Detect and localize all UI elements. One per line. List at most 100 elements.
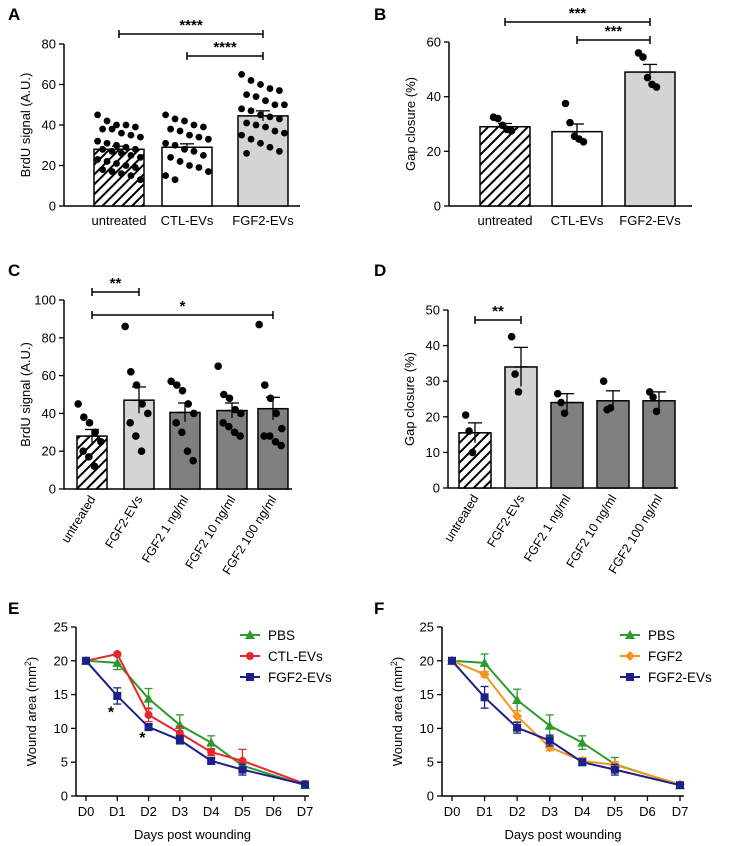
x-tick-label-f: D7 [672, 804, 689, 819]
data-point-c [278, 424, 286, 433]
y-tick-label-e: 10 [54, 721, 68, 736]
y-tick-label-d: 10 [426, 445, 440, 460]
data-marker-e [113, 650, 122, 659]
data-point-b [579, 137, 588, 146]
data-point-d [465, 427, 473, 435]
data-point-a [190, 121, 198, 129]
x-tick-label-e: D6 [265, 804, 282, 819]
data-point-a [171, 176, 179, 184]
y-tick-label-d: 50 [426, 303, 440, 318]
data-point-c [178, 428, 186, 437]
data-point-a [205, 168, 212, 175]
category-label-a: untreated [92, 213, 147, 228]
data-point-a [122, 162, 130, 169]
data-marker-e [112, 657, 123, 667]
data-point-a [162, 172, 170, 180]
data-point-a [127, 172, 135, 180]
data-marker-e [207, 756, 216, 765]
data-marker-e [207, 748, 216, 757]
significance-label-a: **** [213, 39, 237, 56]
y-tick-label-e: 25 [54, 620, 68, 635]
data-marker-f [512, 695, 523, 705]
data-marker-e [246, 673, 254, 681]
data-point-c [260, 432, 268, 440]
data-point-c [236, 432, 244, 440]
bar-a [93, 148, 145, 207]
data-point-a [118, 149, 125, 157]
data-point-a [118, 129, 125, 137]
data-point-a [99, 125, 106, 133]
significance-label-b: *** [569, 5, 587, 22]
data-point-a [127, 131, 135, 139]
data-point-d [468, 448, 477, 457]
data-point-a [171, 115, 179, 123]
y-tick-label-a: 60 [42, 77, 56, 92]
data-point-a [252, 93, 260, 101]
data-point-c [184, 400, 192, 408]
x-tick-label-e: D2 [140, 804, 157, 819]
data-point-c [137, 447, 146, 456]
data-point-c [90, 462, 99, 471]
data-marker-f [479, 657, 490, 667]
category-label-c: FGF2 1 ng/ml [139, 493, 191, 565]
x-tick-label-f: D3 [541, 804, 558, 819]
x-tick-label-f: D5 [607, 804, 624, 819]
data-point-a [181, 117, 188, 125]
y-tick-label-f: 20 [420, 653, 434, 668]
x-tick-label-f: D2 [509, 804, 526, 819]
x-axis-label-e: Days post wounding [134, 827, 251, 842]
significance-label-e: * [139, 730, 146, 747]
data-marker-e [206, 737, 217, 747]
data-point-a [243, 119, 251, 127]
data-point-b [639, 53, 647, 61]
category-label-d: FGF2-EVs [484, 492, 527, 549]
data-point-d [507, 332, 516, 341]
y-axis-label-c: BrdU signal (A.U.) [18, 342, 33, 447]
y-axis-label-d: Gap closure (%) [402, 352, 417, 446]
y-axis-label-end-e: ) [24, 657, 39, 661]
panel-letter-b: B [374, 5, 386, 24]
x-tick-label-f: D0 [444, 804, 461, 819]
data-point-a [266, 113, 274, 121]
data-marker-f [544, 742, 555, 753]
y-tick-label-b: 20 [427, 144, 441, 159]
y-axis-label-f: Wound area (mm2) [389, 657, 405, 767]
y-tick-label-b: 40 [427, 89, 441, 104]
data-marker-f [512, 711, 523, 722]
data-point-a [137, 176, 144, 184]
y-tick-label-e: 0 [61, 789, 68, 804]
data-point-a [266, 85, 274, 92]
x-tick-label-e: D7 [297, 804, 314, 819]
y-tick-label-c: 0 [49, 482, 56, 497]
data-point-a [137, 154, 144, 161]
data-point-a [266, 143, 274, 151]
data-point-a [257, 81, 264, 88]
category-label-d: untreated [442, 492, 482, 544]
data-point-a [247, 77, 255, 84]
series-line-f [451, 659, 681, 786]
y-tick-label-f: 0 [427, 789, 434, 804]
data-point-a [262, 97, 269, 105]
significance-label-c: ** [110, 275, 122, 292]
data-point-a [122, 121, 130, 129]
series-line-f [451, 660, 681, 787]
data-point-c [272, 409, 280, 418]
y-tick-label-b: 60 [427, 35, 441, 50]
data-marker-e [238, 756, 247, 765]
data-point-a [271, 127, 279, 135]
data-marker-e [143, 693, 154, 703]
data-point-c [85, 419, 94, 427]
x-tick-label-e: D5 [234, 804, 251, 819]
y-tick-label-f: 10 [420, 721, 434, 736]
y-tick-label-a: 20 [42, 158, 56, 173]
data-point-d [553, 389, 562, 398]
data-point-a [94, 111, 101, 119]
data-point-c [225, 422, 233, 431]
data-marker-e [144, 723, 153, 732]
significance-label-a: **** [179, 17, 203, 34]
data-point-c [80, 413, 88, 421]
data-marker-e [301, 780, 309, 789]
legend-label-f: FGF2-EVs [648, 670, 712, 685]
data-point-a [167, 154, 175, 161]
